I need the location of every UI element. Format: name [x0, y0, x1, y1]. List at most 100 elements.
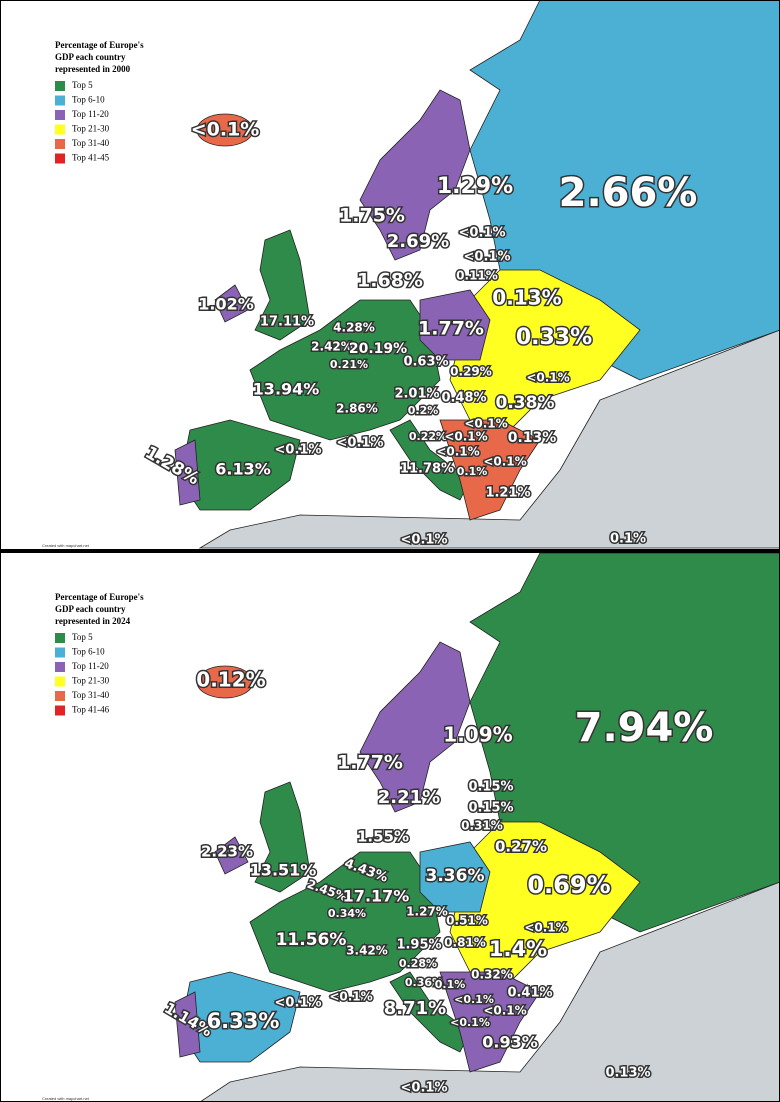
legend-title: Percentage of Europe's — [55, 40, 144, 50]
country-label: 0.21% — [330, 358, 368, 371]
west — [249, 299, 441, 441]
country-label: 0.1% — [610, 532, 646, 547]
country-label: 0.38% — [496, 393, 555, 413]
legend-swatch — [55, 110, 65, 120]
east — [449, 269, 641, 441]
country-label: 2.66% — [559, 170, 698, 216]
country-label: 0.63% — [403, 355, 448, 370]
legend-swatch — [55, 633, 65, 643]
uk — [254, 229, 311, 341]
country-label: <0.1% — [454, 993, 494, 1006]
credit: Created with mapchart.net — [42, 543, 90, 548]
divider — [0, 549, 780, 553]
balkans — [439, 971, 541, 1073]
legend-swatch — [55, 662, 65, 672]
country-label: 0.51% — [446, 914, 488, 928]
country-label: 0.32% — [471, 968, 513, 982]
map-bottom — [0, 552, 780, 1102]
legend-swatch — [55, 691, 65, 701]
legend-swatch — [55, 124, 65, 135]
balkans — [439, 419, 541, 521]
country-label: 0.28% — [399, 957, 437, 970]
country-label: <0.1% — [191, 119, 260, 141]
legend-title: GDP each country — [55, 604, 126, 614]
map-top — [0, 0, 780, 549]
legend-swatch — [55, 676, 65, 687]
scandinavia — [359, 89, 471, 261]
country-label: 0.11% — [456, 269, 498, 283]
legend-swatch — [55, 95, 65, 106]
country-label: 1.95% — [396, 938, 441, 953]
legend-label: Top 41-45 — [72, 153, 110, 163]
ireland — [214, 836, 249, 875]
land-grey — [198, 329, 780, 549]
country-label: 0.34% — [328, 907, 366, 920]
country-label: 1.77% — [337, 752, 403, 774]
legend-swatch — [55, 153, 65, 164]
country-label: 0.2% — [408, 404, 439, 417]
country-label: 2.01% — [394, 387, 439, 402]
country-label: <0.1% — [483, 455, 526, 469]
country-label: <0.1% — [275, 443, 322, 458]
legend-label: Top 11-20 — [72, 109, 109, 119]
country-label: 0.13% — [492, 286, 561, 310]
country-label: 8.71% — [384, 998, 446, 1019]
country-label: 0.41% — [507, 986, 552, 1001]
country-label: 0.12% — [196, 668, 265, 692]
country-label: 1.29% — [437, 174, 513, 199]
country-label: 17.11% — [260, 315, 314, 330]
country-label: 13.94% — [253, 380, 320, 399]
country-label: 0.93% — [482, 1033, 538, 1052]
country-label: 11.56% — [276, 930, 347, 950]
country-label: 0.33% — [516, 325, 592, 350]
country-label: <0.1% — [526, 371, 569, 385]
country-label: 11.78% — [400, 462, 454, 477]
land-grey — [199, 881, 780, 1102]
portugal — [174, 991, 201, 1058]
legend-label: Top 31-40 — [72, 690, 110, 700]
ireland — [214, 284, 249, 323]
uk — [254, 781, 311, 893]
country-label: 0.15% — [468, 780, 513, 795]
country-label: 1.27% — [406, 905, 448, 919]
country-label: 7.94% — [575, 705, 714, 751]
country-label: 0.13% — [508, 430, 557, 446]
country-label: 1.09% — [443, 723, 512, 747]
poland — [419, 841, 491, 913]
country-label: 20.19% — [349, 341, 407, 357]
legend-title: represented in 2024 — [55, 616, 131, 626]
portugal — [174, 439, 201, 506]
country-label: <0.1% — [524, 921, 567, 935]
legend-label: Top 5 — [72, 80, 93, 90]
iceland — [196, 113, 254, 147]
country-label: 0.69% — [527, 871, 610, 899]
country-label: <0.1% — [450, 1016, 490, 1029]
country-label: 1.02% — [198, 295, 254, 314]
overlay: Percentage of Europe's GDP each country re… — [42, 40, 715, 1101]
legend-title: Percentage of Europe's — [55, 592, 144, 602]
country-label: 6.33% — [207, 1009, 280, 1033]
country-label: 0.1% — [457, 465, 488, 478]
country-label: 0.22% — [409, 430, 447, 443]
country-label: <0.1% — [459, 226, 506, 241]
legend-swatch — [55, 139, 65, 149]
country-label: 0.31% — [461, 819, 503, 833]
legend-title: represented in 2000 — [55, 64, 131, 74]
country-label: <0.1% — [275, 996, 322, 1011]
country-label: 0.81% — [444, 936, 486, 950]
credit: Created with mapchart.net — [42, 1096, 90, 1101]
country-label: <0.1% — [337, 436, 384, 451]
legend-label: Top 21-30 — [72, 676, 110, 686]
country-label: 0.29% — [450, 365, 492, 379]
country-label: <0.1% — [401, 533, 448, 548]
legend-label: Top 6-10 — [72, 95, 105, 105]
country-label: 2.69% — [387, 231, 449, 252]
country-label: <0.1% — [464, 417, 507, 431]
country-label: 0.36% — [405, 976, 443, 989]
scandinavia — [359, 641, 471, 813]
country-label: 3.42% — [346, 944, 388, 958]
legend-label: Top 6-10 — [72, 647, 105, 657]
legend-label: Top 5 — [72, 632, 93, 642]
country-label: 1.75% — [339, 205, 405, 227]
country-label: 1.4% — [489, 937, 547, 961]
